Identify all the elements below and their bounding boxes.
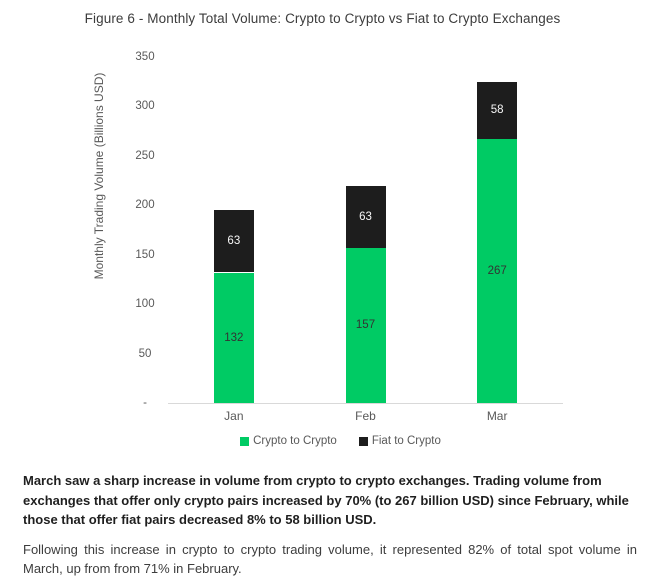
legend-item-fiat-to-crypto: Fiat to Crypto: [358, 435, 441, 447]
chart-legend: Crypto to Crypto Fiat to Crypto: [36, 435, 645, 447]
y-axis-title: Monthly Trading Volume (Billions USD): [92, 72, 106, 280]
legend-swatch-icon: [358, 436, 368, 446]
bar-value-label: 132: [224, 331, 244, 344]
legend-label: Crypto to Crypto: [253, 435, 337, 447]
bar-value-label: 58: [490, 104, 504, 117]
bar-segment-mar-fiat-to-crypto: 58: [477, 81, 518, 140]
x-axis-label-feb: Feb: [355, 409, 376, 423]
y-axis-tick-50: 50: [138, 347, 152, 360]
figure-commentary: March saw a sharp increase in volume fro…: [23, 471, 637, 579]
bar-value-label: 63: [359, 210, 372, 223]
y-axis-tick-0: -: [143, 397, 147, 409]
x-axis-label-mar: Mar: [486, 409, 508, 423]
figure-title: Figure 6 - Monthly Total Volume: Crypto …: [84, 11, 561, 26]
bar-segment-jan-fiat-to-crypto: 63: [213, 210, 254, 273]
bar-segment-mar-crypto-to-crypto: 267: [477, 139, 518, 403]
legend-swatch-icon: [240, 436, 250, 446]
y-axis-tick-100: 100: [135, 298, 155, 311]
bar-value-label: 267: [487, 265, 507, 278]
legend-item-crypto-to-crypto: Crypto to Crypto: [240, 435, 337, 447]
bar-value-label: 157: [355, 319, 376, 332]
x-axis-label-jan: Jan: [224, 409, 244, 423]
bar-segment-feb-fiat-to-crypto: 63: [345, 185, 386, 248]
y-axis-tick-350: 350: [135, 51, 155, 63]
y-axis-tick-150: 150: [135, 248, 155, 261]
y-axis-tick-250: 250: [135, 149, 155, 162]
legend-label: Fiat to Crypto: [371, 435, 441, 447]
commentary-bold-paragraph: March saw a sharp increase in volume fro…: [23, 473, 629, 527]
x-axis-line: [168, 403, 563, 404]
commentary-paragraph: Following this increase in crypto to cry…: [23, 541, 637, 577]
bar-segment-feb-crypto-to-crypto: 157: [345, 247, 386, 403]
bar-value-label: 63: [227, 235, 241, 248]
y-axis-tick-300: 300: [135, 100, 155, 113]
y-axis-tick-200: 200: [135, 199, 155, 212]
bar-segment-jan-crypto-to-crypto: 132: [213, 272, 254, 403]
